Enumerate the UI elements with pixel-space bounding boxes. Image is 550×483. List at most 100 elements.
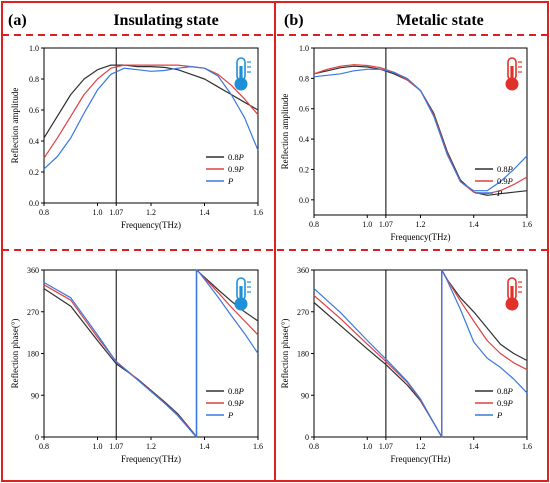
thermometer-bulb (234, 77, 248, 91)
y-tick-label: 0.8 (29, 75, 39, 84)
series-line-P (313, 68, 528, 192)
series-line-P (43, 269, 259, 438)
x-tick-label: 1.6 (253, 442, 263, 451)
plot-insulating-phase: 0.8 1.0 1.07 1.2 1.4 1.6 0 90 180 270 360 Frequency… (10, 266, 263, 464)
x-axis-label: Frequency(THz) (391, 454, 451, 464)
y-tick-label: 90 (31, 391, 39, 400)
thermometer-mercury (510, 66, 514, 82)
legend-label: 0.9P (497, 398, 513, 408)
x-tick-label: 1.07 (379, 442, 393, 451)
panel-a-letter: (a) (8, 12, 27, 29)
series-line-P (43, 65, 259, 170)
y-axis-label: Reflection phase(°) (10, 319, 20, 389)
x-axis-label: Frequency(THz) (121, 220, 181, 230)
series-line-0-9P (43, 64, 259, 159)
thermometer-mercury (510, 286, 514, 302)
x-tick-label: 1.4 (469, 220, 479, 229)
legend-label: P (227, 176, 233, 186)
series-line-0-8P (313, 65, 528, 196)
x-tick-label: 0.8 (309, 220, 319, 229)
thermometer-hot-icon (505, 277, 522, 311)
legend-label: 0.8P (497, 164, 513, 174)
legend-label: 0.9P (228, 164, 244, 174)
y-tick-label: 180 (297, 350, 309, 359)
series-line-P (313, 269, 528, 438)
y-tick-label: 360 (27, 266, 39, 275)
legend-label: P (496, 188, 502, 198)
y-tick-label: 180 (27, 350, 39, 359)
y-tick-label: 0.2 (29, 168, 39, 177)
thermometer-bulb (234, 297, 248, 311)
plot-metalic-phase: 0.8 1.0 1.07 1.2 1.4 1.6 0 90 180 270 360 Frequency… (280, 266, 532, 464)
y-tick-label: 1.0 (29, 44, 39, 53)
legend-label: P (496, 410, 502, 420)
y-tick-label: 0.2 (299, 165, 309, 174)
legend-label: P (227, 410, 233, 420)
y-tick-label: 0.6 (299, 105, 309, 114)
x-tick-label: 1.6 (522, 220, 532, 229)
legend-label: 0.9P (228, 398, 244, 408)
panel-a-heading: Insulating state (113, 12, 218, 29)
thermometer-hot-icon (505, 57, 522, 91)
thermometer-mercury (239, 286, 243, 302)
plot-frame (313, 269, 528, 438)
series-line-0-9P (313, 269, 528, 438)
series-line-0-8P (43, 64, 259, 139)
x-tick-label: 1.6 (522, 442, 532, 451)
x-tick-label: 1.4 (200, 208, 210, 217)
x-tick-label: 1.0 (362, 220, 372, 229)
x-tick-label: 1.2 (146, 442, 156, 451)
plot-metalic-amplitude: 0.8 1.0 1.07 1.2 1.4 1.6 0.0 0.2 0.4 0.6 0.8 1.0 Fre… (280, 44, 532, 242)
plot-insulating-amplitude: 0.8 1.0 1.07 1.2 1.4 1.6 0.0 0.2 0.4 0.6 0.8 1.0 Fre… (10, 44, 263, 230)
y-axis-label: Reflection amplitude (280, 94, 290, 170)
x-tick-label: 1.07 (379, 220, 393, 229)
y-axis-label: Reflection amplitude (10, 88, 20, 164)
y-tick-label: 0 (305, 433, 309, 442)
y-tick-label: 360 (297, 266, 309, 275)
thermometer-bulb (505, 77, 519, 91)
series-line-0-9P (43, 269, 259, 438)
series-line-0-8P (43, 269, 259, 438)
y-tick-label: 270 (297, 308, 309, 317)
x-tick-label: 1.0 (362, 442, 372, 451)
y-tick-label: 90 (301, 391, 309, 400)
x-tick-label: 1.2 (416, 442, 426, 451)
thermometer-bulb (505, 297, 519, 311)
x-tick-label: 1.4 (200, 442, 210, 451)
x-tick-label: 1.4 (469, 442, 479, 451)
x-tick-label: 1.0 (93, 442, 103, 451)
x-tick-label: 0.8 (309, 442, 319, 451)
x-axis-label: Frequency(THz) (391, 232, 451, 242)
y-tick-label: 0.4 (299, 135, 309, 144)
x-tick-label: 1.07 (109, 208, 123, 217)
legend-label: 0.8P (497, 386, 513, 396)
x-tick-label: 0.8 (39, 208, 49, 217)
x-axis-label: Frequency(THz) (121, 454, 181, 464)
x-tick-label: 1.6 (253, 208, 263, 217)
y-tick-label: 0.6 (29, 106, 39, 115)
y-axis-label: Reflection phase(°) (280, 319, 290, 389)
y-tick-label: 1.0 (299, 44, 309, 53)
x-tick-label: 1.2 (416, 220, 426, 229)
x-tick-label: 1.0 (93, 208, 103, 217)
legend-label: 0.8P (228, 386, 244, 396)
thermometer-mercury (239, 66, 243, 82)
y-tick-label: 270 (27, 308, 39, 317)
legend-label: 0.9P (497, 176, 513, 186)
legend-label: 0.8P (228, 152, 244, 162)
panel-b-letter: (b) (284, 12, 304, 29)
y-tick-label: 0.4 (29, 137, 39, 146)
panel-b-heading: Metalic state (396, 12, 484, 29)
x-tick-label: 1.2 (146, 208, 156, 217)
series-line-0-8P (313, 269, 528, 438)
x-tick-label: 0.8 (39, 442, 49, 451)
thermometer-cold-icon (234, 57, 251, 91)
y-tick-label: 0.0 (29, 199, 39, 208)
plot-frame (43, 269, 259, 438)
y-tick-label: 0 (35, 433, 39, 442)
series-line-0-9P (313, 64, 528, 195)
x-tick-label: 1.07 (109, 442, 123, 451)
y-tick-label: 0.0 (299, 196, 309, 205)
thermometer-cold-icon (234, 277, 251, 311)
